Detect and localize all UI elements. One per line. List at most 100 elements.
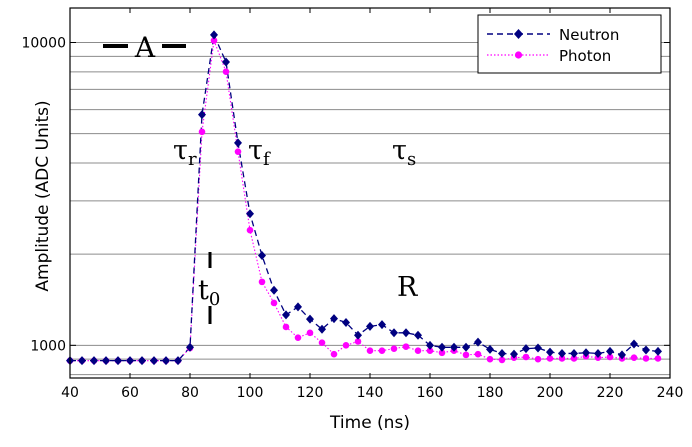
annotation-t0-text: t0 xyxy=(198,275,220,310)
neutron-point-8 xyxy=(162,356,170,366)
annotation-tau-s: τs xyxy=(392,135,416,170)
neutron-point-45 xyxy=(606,346,614,356)
annotation-tau-r: τr xyxy=(173,135,197,170)
neutron-point-21 xyxy=(318,324,326,334)
x-tick-label-100: 100 xyxy=(237,385,264,401)
photon-point-17 xyxy=(270,299,278,307)
neutron-point-30 xyxy=(426,340,434,350)
neutron-point-27 xyxy=(390,328,398,338)
neutron-point-12 xyxy=(210,30,218,40)
y-axis-label: Amplitude (ADC Units) xyxy=(33,100,53,291)
x-tick-label-240: 240 xyxy=(657,385,684,401)
photon-point-18 xyxy=(282,323,290,331)
neutron-point-44 xyxy=(594,348,602,358)
photon-point-38 xyxy=(522,353,530,361)
photon-point-35 xyxy=(486,355,494,363)
photon-point-15 xyxy=(246,226,254,234)
annotation-R: R xyxy=(397,272,418,303)
photon-point-25 xyxy=(366,347,374,354)
x-tick-label-180: 180 xyxy=(477,385,504,401)
photon-point-27 xyxy=(390,345,398,352)
photon-point-40 xyxy=(546,355,554,362)
x-tick-label-60: 60 xyxy=(121,385,139,401)
legend-neutron-marker xyxy=(514,29,523,39)
neutron-point-37 xyxy=(510,349,518,359)
neutron-point-24 xyxy=(354,330,362,340)
neutron-point-5 xyxy=(126,356,134,366)
photon-point-11 xyxy=(198,128,206,136)
neutron-point-23 xyxy=(342,317,350,327)
photon-point-47 xyxy=(630,354,638,362)
x-tick-label-80: 80 xyxy=(181,385,199,401)
neutron-point-33 xyxy=(462,342,470,352)
y-axis-ticks: 1000 10000 xyxy=(21,36,670,354)
photon-point-30 xyxy=(426,347,434,354)
y-tick-label-1000: 1000 xyxy=(30,338,66,354)
neutron-point-20 xyxy=(306,314,314,324)
neutron-point-40 xyxy=(546,347,554,357)
photon-point-33 xyxy=(462,351,470,359)
photon-point-16 xyxy=(258,278,266,286)
annotation-t0: t0 xyxy=(198,252,220,324)
legend-neutron-label: Neutron xyxy=(559,26,619,44)
photon-point-26 xyxy=(378,347,386,354)
series-lines xyxy=(70,32,659,362)
legend-photon-label: Photon xyxy=(559,47,611,65)
photon-point-28 xyxy=(402,343,410,350)
photon-point-34 xyxy=(474,350,482,358)
photon-point-22 xyxy=(330,350,338,358)
x-axis-label: Time (ns) xyxy=(329,413,410,433)
neutron-point-46 xyxy=(618,350,626,360)
neutron-point-16 xyxy=(258,250,266,260)
neutron-point-38 xyxy=(522,344,530,354)
photon-point-19 xyxy=(294,334,302,341)
tau-f-subscript: f xyxy=(263,149,271,170)
neutron-point-10 xyxy=(186,342,194,352)
x-tick-label-220: 220 xyxy=(597,385,624,401)
neutron-point-35 xyxy=(486,344,494,354)
legend-box xyxy=(477,14,662,74)
photon-point-23 xyxy=(342,342,350,349)
neutron-point-26 xyxy=(378,320,386,330)
neutron-point-36 xyxy=(498,348,506,358)
photon-point-42 xyxy=(570,355,578,362)
photon-point-48 xyxy=(642,355,650,362)
tau-f-symbol: τ xyxy=(248,135,263,166)
x-tick-label-140: 140 xyxy=(357,385,384,401)
neutron-point-9 xyxy=(174,356,182,366)
neutron-point-34 xyxy=(474,337,482,347)
neutron-point-18 xyxy=(282,310,290,320)
x-tick-label-40: 40 xyxy=(61,385,79,401)
neutron-point-31 xyxy=(438,342,446,352)
t0-subscript: 0 xyxy=(209,289,220,310)
neutron-series-line xyxy=(70,32,659,362)
photon-point-12 xyxy=(210,37,218,44)
annotation-amplitude: A xyxy=(103,31,186,64)
tau-s-subscript: s xyxy=(407,149,416,170)
neutron-point-43 xyxy=(582,348,590,358)
photon-point-21 xyxy=(318,339,326,347)
neutron-point-17 xyxy=(270,285,278,295)
neutron-point-7 xyxy=(150,356,158,366)
neutron-point-2 xyxy=(90,356,98,366)
tau-s-symbol: τ xyxy=(392,135,407,166)
photon-point-31 xyxy=(438,349,446,357)
neutron-point-48 xyxy=(642,345,650,355)
photon-point-41 xyxy=(558,355,566,362)
neutron-point-11 xyxy=(198,110,206,120)
photon-point-13 xyxy=(222,68,230,75)
photon-point-14 xyxy=(234,148,242,155)
neutron-point-29 xyxy=(414,330,422,340)
tau-r-symbol: τ xyxy=(173,135,188,166)
neutron-point-41 xyxy=(558,348,566,358)
neutron-point-39 xyxy=(534,343,542,353)
photon-point-39 xyxy=(534,355,542,363)
neutron-point-47 xyxy=(630,339,638,349)
neutron-point-4 xyxy=(114,356,122,366)
photon-point-20 xyxy=(306,329,314,337)
t0-symbol: t xyxy=(198,275,209,306)
x-tick-label-200: 200 xyxy=(537,385,564,401)
y-tick-label-10000: 10000 xyxy=(21,36,66,52)
neutron-point-42 xyxy=(570,348,578,358)
